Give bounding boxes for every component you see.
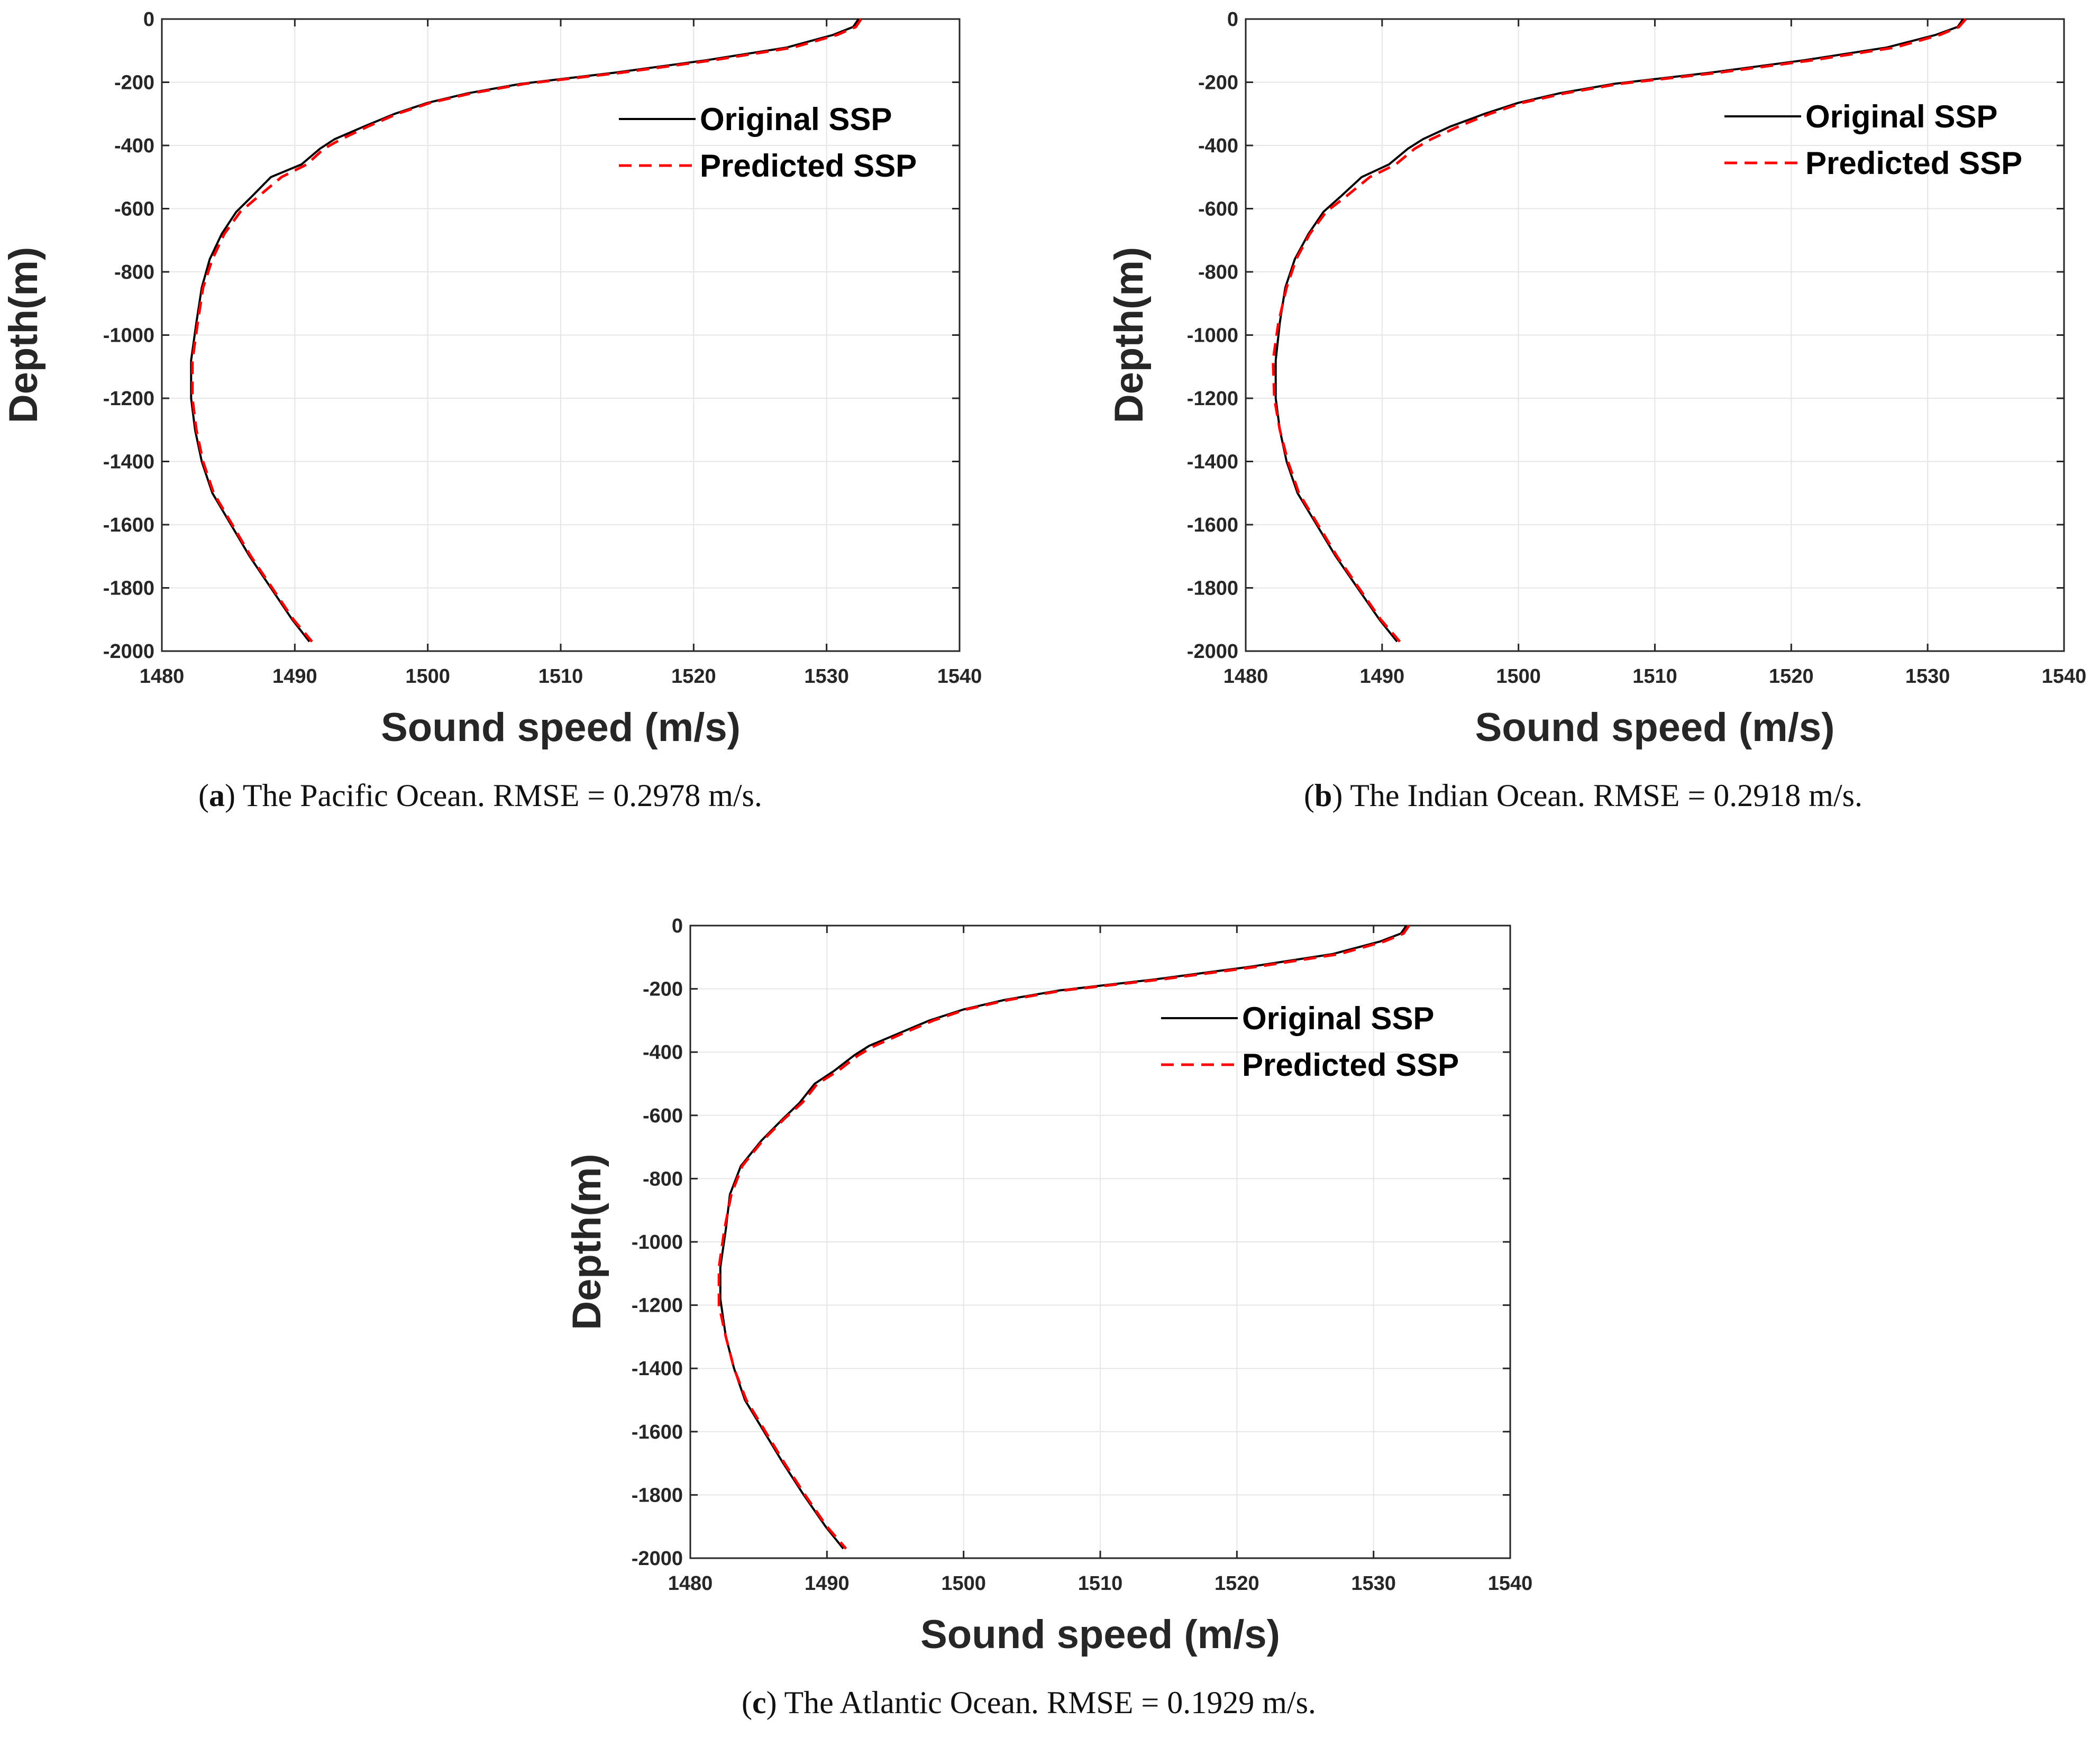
y-tick-label: -800 bbox=[1198, 261, 1238, 283]
x-tick-label: 1510 bbox=[1078, 1572, 1123, 1595]
legend: Original SSP Predicted SSP bbox=[1161, 1001, 1459, 1083]
series-predicted-ssp-line bbox=[191, 18, 863, 643]
legend-label-predicted-ssp: Predicted SSP bbox=[1242, 1047, 1459, 1083]
x-tick-label: 1490 bbox=[272, 665, 317, 688]
x-tick-label: 1530 bbox=[1351, 1572, 1396, 1595]
series-predicted-ssp-line bbox=[1272, 18, 1967, 643]
x-tick-label: 1500 bbox=[941, 1572, 986, 1595]
axes-box bbox=[161, 18, 961, 652]
y-tick-label: -400 bbox=[643, 1041, 683, 1064]
x-tick-label: 1520 bbox=[1215, 1572, 1259, 1595]
y-tick-label: -1400 bbox=[1187, 451, 1238, 473]
y-tick-label: -800 bbox=[643, 1168, 683, 1190]
caption-c-text: The Atlantic Ocean. RMSE = 0.1929 m/s. bbox=[784, 1685, 1316, 1720]
legend-label-original-ssp: Original SSP bbox=[700, 102, 892, 137]
y-tick-label: -1600 bbox=[632, 1421, 683, 1443]
y-axis-title: Depth(m) bbox=[1, 247, 46, 424]
y-tick-label: -1200 bbox=[1187, 388, 1238, 410]
y-tick-label: -1600 bbox=[103, 514, 154, 536]
caption-b: (b) The Indian Ocean. RMSE = 0.2918 m/s. bbox=[1304, 778, 1862, 813]
x-axis-title: Sound speed (m/s) bbox=[1475, 705, 1835, 750]
caption-a-text: The Pacific Ocean. RMSE = 0.2978 m/s. bbox=[242, 778, 762, 813]
y-tick-label: -2000 bbox=[632, 1548, 683, 1570]
series-predicted-ssp-line bbox=[717, 925, 1410, 1550]
x-tick-label: 1490 bbox=[1360, 665, 1405, 688]
legend: Original SSP Predicted SSP bbox=[619, 102, 917, 184]
y-tick-label: -1400 bbox=[632, 1358, 683, 1380]
legend-label-predicted-ssp: Predicted SSP bbox=[700, 148, 917, 184]
caption-a: (a) The Pacific Ocean. RMSE = 0.2978 m/s… bbox=[198, 778, 762, 813]
legend-label-original-ssp: Original SSP bbox=[1805, 99, 1997, 134]
x-tick-label: 1510 bbox=[1632, 665, 1677, 688]
x-tick-label: 1500 bbox=[405, 665, 450, 688]
legend-label-original-ssp: Original SSP bbox=[1242, 1001, 1434, 1036]
x-tick-label: 1530 bbox=[804, 665, 849, 688]
y-tick-label: -600 bbox=[1198, 198, 1238, 221]
y-tick-label: -1000 bbox=[103, 325, 154, 347]
axes-box bbox=[1245, 18, 2065, 652]
x-tick-label: 1540 bbox=[937, 665, 982, 688]
axes-box bbox=[689, 925, 1511, 1559]
y-tick-label: -600 bbox=[114, 198, 154, 221]
legend: Original SSP Predicted SSP bbox=[1724, 99, 2022, 181]
y-tick-label: -1200 bbox=[103, 388, 154, 410]
y-tick-label: -1800 bbox=[103, 578, 154, 600]
y-axis-title: Depth(m) bbox=[1107, 247, 1152, 424]
caption-c: (c) The Atlantic Ocean. RMSE = 0.1929 m/… bbox=[742, 1685, 1316, 1720]
y-tick-label: -400 bbox=[114, 135, 154, 157]
x-tick-label: 1480 bbox=[668, 1572, 713, 1595]
y-tick-label: -200 bbox=[1198, 72, 1238, 94]
x-axis-title: Sound speed (m/s) bbox=[381, 705, 741, 750]
chart-panel-b: 1480 1490 1500 1510 1520 1530 1540 0 -200 -400 -60… bbox=[1107, 8, 2086, 750]
chart-panel-c: 1480 1490 1500 1510 1520 1530 1540 0 -200 -400 -60… bbox=[564, 915, 1532, 1657]
y-tick-label: -400 bbox=[1198, 135, 1238, 157]
y-tick-label: -1800 bbox=[632, 1484, 683, 1506]
caption-a-letter: a bbox=[208, 778, 225, 813]
y-tick-label: -2000 bbox=[1187, 641, 1238, 663]
x-tick-label: 1540 bbox=[2042, 665, 2087, 688]
y-tick-label: -1800 bbox=[1187, 578, 1238, 600]
x-tick-label: 1520 bbox=[1769, 665, 1814, 688]
y-tick-label: -200 bbox=[114, 72, 154, 94]
caption-b-text: The Indian Ocean. RMSE = 0.2918 m/s. bbox=[1350, 778, 1862, 813]
caption-b-letter: b bbox=[1314, 778, 1332, 813]
x-tick-label: 1500 bbox=[1496, 665, 1541, 688]
x-tick-label: 1480 bbox=[140, 665, 185, 688]
x-axis-title: Sound speed (m/s) bbox=[920, 1612, 1280, 1657]
x-tick-label: 1490 bbox=[805, 1572, 850, 1595]
y-tick-label: -800 bbox=[114, 261, 154, 283]
chart-panel-a: 1480 1490 1500 1510 1520 1530 1540 0 -200 -400 -60… bbox=[1, 8, 982, 750]
x-tick-label: 1480 bbox=[1224, 665, 1268, 688]
x-tick-label: 1530 bbox=[1905, 665, 1950, 688]
series-original-ssp-line bbox=[190, 18, 860, 643]
y-tick-label: -1200 bbox=[632, 1295, 683, 1317]
y-tick-label: 0 bbox=[1227, 8, 1238, 31]
y-tick-label: 0 bbox=[143, 8, 154, 31]
y-tick-label: -1400 bbox=[103, 451, 154, 473]
caption-c-letter: c bbox=[752, 1685, 766, 1720]
x-tick-label: 1540 bbox=[1488, 1572, 1533, 1595]
y-tick-label: -1000 bbox=[632, 1231, 683, 1254]
y-tick-label: -2000 bbox=[103, 641, 154, 663]
y-tick-label: -1600 bbox=[1187, 514, 1238, 536]
y-axis-title: Depth(m) bbox=[564, 1154, 609, 1330]
y-tick-label: 0 bbox=[672, 915, 683, 937]
y-tick-label: -200 bbox=[643, 978, 683, 1001]
legend-label-predicted-ssp: Predicted SSP bbox=[1805, 145, 2022, 181]
y-tick-label: -1000 bbox=[1187, 325, 1238, 347]
x-tick-label: 1510 bbox=[538, 665, 583, 688]
y-tick-label: -600 bbox=[643, 1105, 683, 1127]
x-tick-label: 1520 bbox=[671, 665, 716, 688]
